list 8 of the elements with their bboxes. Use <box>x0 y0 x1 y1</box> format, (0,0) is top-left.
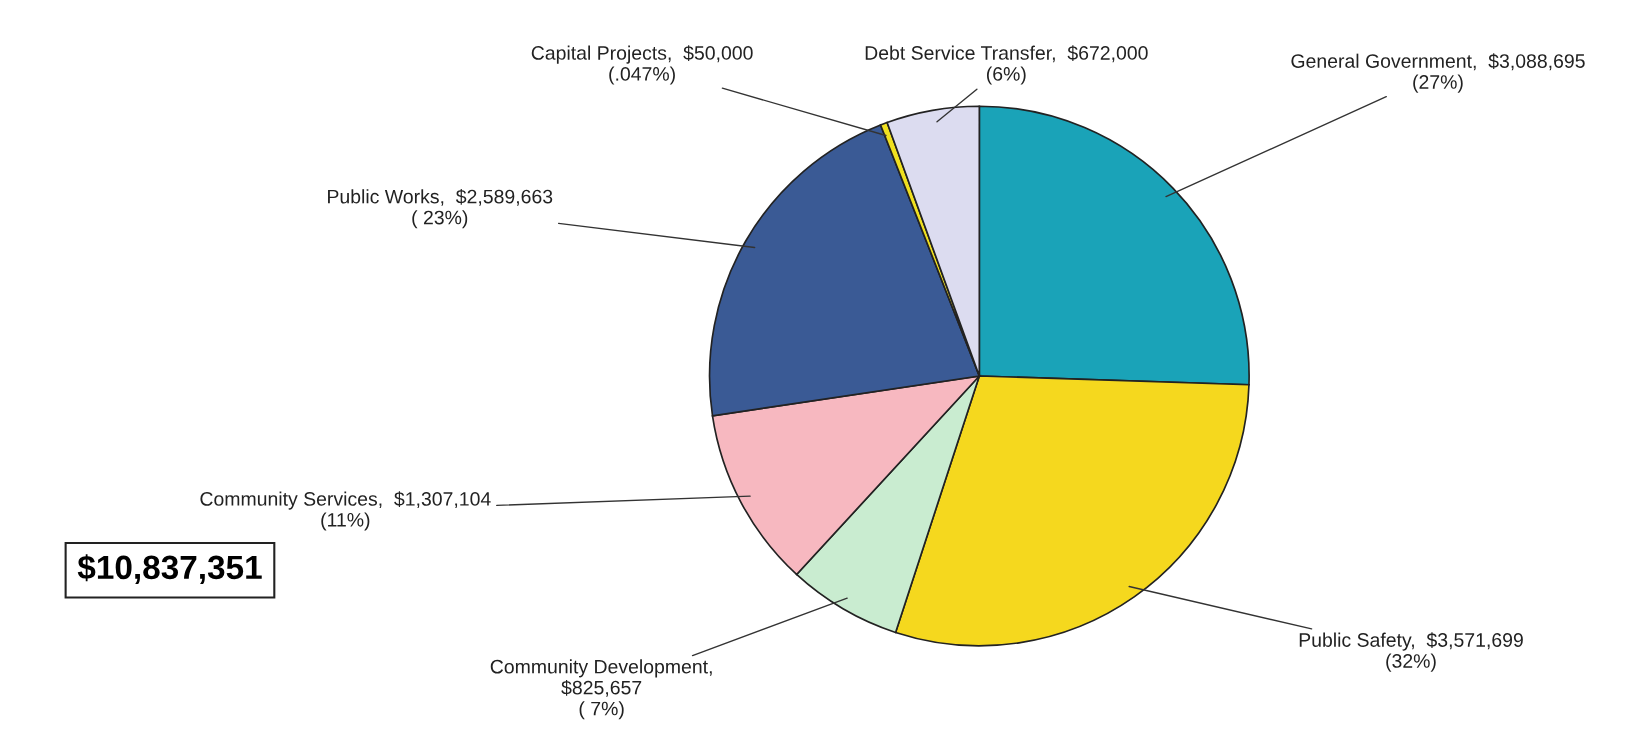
slice-label: Community Services, $1,307,104 (11%) <box>200 491 491 531</box>
slice-label: Capital Projects, $50,000 (.047%) <box>531 45 753 85</box>
slice-label: Community Development, $825,657 ( 7%) <box>490 659 712 720</box>
text: $10,837,351 <box>77 554 262 585</box>
slice-label: Debt Service Transfer, $672,000 (6%) <box>865 45 1148 85</box>
slice-label: Public Works, $2,589,663 ( 23%) <box>328 188 553 229</box>
slice-label: Public Safety, $3,571,699 (32%) <box>1299 632 1523 672</box>
slice-label: General Government, $3,088,695 (27%) <box>1291 53 1585 93</box>
